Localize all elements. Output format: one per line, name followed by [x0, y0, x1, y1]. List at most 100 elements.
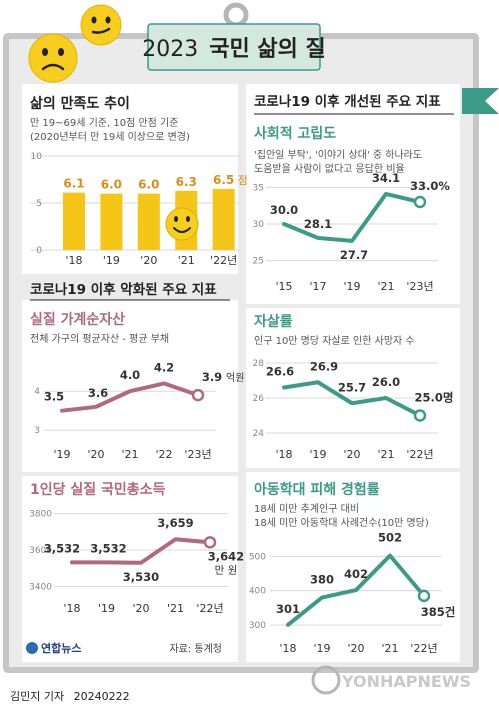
x-tick-label: '21	[167, 602, 184, 615]
data-label: 402	[344, 567, 368, 581]
life-satisfaction-bar-chart: 0 5 10 '18 '19 '20 '21 '22년 6.1 6.0 6.0 6.3 6.5 점	[30, 152, 248, 267]
series-line	[282, 191, 422, 243]
series-line	[282, 380, 422, 418]
chart-title-life-satisfaction: 삶의 만족도 추이	[30, 95, 130, 112]
section-worsened-title: 코로나19 이후 악화된 주요 지표	[30, 281, 217, 298]
x-tick-label: '20	[132, 602, 149, 615]
suicide-rate-line-chart: 24 26 28 '18 '19 '20 '21 '22년 26.6 26.925.7 26.0 25…	[253, 359, 454, 461]
x-tick-label: '21	[121, 448, 138, 461]
data-label: 4.2	[154, 360, 174, 374]
x-tick-label: '19	[313, 642, 330, 655]
x-tick-label: '18	[63, 602, 80, 615]
x-tick-label: '22년	[406, 448, 433, 461]
watermark-icon	[311, 665, 341, 695]
bar-value-label: 6.5	[213, 173, 234, 187]
bar	[137, 193, 160, 250]
logo-text: 연합뉴스	[41, 641, 81, 655]
data-label: 385건	[421, 605, 456, 619]
series-end-point	[413, 409, 427, 422]
yonhap-logo: 연합뉴스	[26, 641, 81, 655]
series-line	[286, 553, 426, 627]
data-label: 25.7	[338, 380, 366, 394]
panel-life-satisfaction	[22, 84, 238, 274]
unit-label: 억원	[226, 372, 244, 384]
x-tick-label: '22년	[196, 602, 223, 615]
net-assets-line-chart: 3 4 '19 '20 '21 '22 '23년 3.5 3.6 4.0 4.2 3.9 억원	[34, 360, 244, 461]
watermark: YONHAPNEWS	[311, 665, 471, 695]
y-tick-label: 300	[249, 621, 266, 631]
panel-social-isolation	[246, 84, 460, 304]
panel-child-abuse	[246, 472, 460, 662]
bar-value-label: 6.3	[176, 175, 197, 189]
gni-line-chart: 3400 3600 3800 '18 '19 '20 '21 '22년 3,532 3,532 3,…	[29, 509, 244, 615]
x-tick-label: '20	[140, 254, 157, 267]
chart-subtitle-life-1: 만 19~69세 기준, 10점 만점 기준	[30, 117, 178, 129]
data-label: 301	[276, 602, 300, 616]
chart-title-social-isolation: 사회적 고립도	[254, 125, 336, 142]
y-tick-label: 3	[34, 426, 40, 436]
bar-value-label: 6.0	[138, 178, 159, 192]
x-tick-label: '19	[98, 602, 115, 615]
data-label: 26.0	[372, 375, 400, 389]
x-tick-label: '20	[343, 448, 360, 461]
x-tick-label: '20	[87, 448, 104, 461]
chart-subtitle-abuse-2: 18세 미만 아동학대 사례건수(10만 명당)	[254, 517, 429, 529]
y-tick-label: 3600	[29, 546, 52, 556]
data-label: 26.9	[310, 359, 338, 373]
series-end-point	[191, 388, 205, 402]
x-tick-label: '19	[309, 448, 326, 461]
sad-face-icon	[28, 33, 78, 83]
series-end-point	[413, 195, 427, 209]
bar	[63, 192, 85, 250]
x-tick-label: '23년	[406, 280, 433, 293]
series-end-point	[417, 589, 431, 603]
data-label: 3,532	[44, 541, 80, 555]
neutral-face-icon	[80, 4, 122, 46]
data-label: 33.0%	[410, 179, 450, 193]
x-tick-label: '23년	[184, 448, 211, 461]
child-abuse-line-chart: 300 400 500 '18 '19 '20 '21 '22년 301 380 402 502 385…	[249, 531, 455, 655]
y-tick-label: 35	[253, 183, 264, 193]
data-label: 3.9	[202, 370, 222, 384]
y-tick-label: 3400	[29, 583, 52, 593]
watermark-text: YONHAPNEWS	[341, 672, 471, 691]
data-label: 502	[378, 531, 402, 545]
y-tick-label: 25	[253, 257, 264, 267]
data-label: 25.0명	[415, 391, 454, 405]
ribbon-tag	[462, 88, 499, 114]
unit-label: 만 원	[215, 564, 238, 576]
section-improved-title: 코로나19 이후 개선된 주요 지표	[254, 93, 441, 110]
chart-subtitle-abuse-1: 18세 미만 추계인구 대비	[254, 503, 359, 515]
data-label: 26.6	[266, 365, 294, 379]
chart-subtitle-suicide: 인구 10만 명당 자살로 인한 사망자 수	[254, 335, 415, 347]
bar	[212, 188, 235, 250]
y-tick-label: 30	[253, 220, 265, 230]
x-tick-label: '22	[155, 448, 172, 461]
chart-subtitle-isolation-1: '집안일 부탁', '이야기 상대' 중 하나라도	[254, 148, 422, 161]
x-tick-label: '22년	[410, 642, 437, 655]
source-note: 자료: 통계청	[169, 643, 222, 655]
chart-subtitle-net-assets: 전체 가구의 평균자산 - 평균 부채	[30, 333, 169, 345]
y-tick-label: 0	[36, 246, 42, 256]
x-tick-label: '18	[279, 642, 296, 655]
panel-suicide-rate	[246, 308, 460, 468]
bar-value-label: 6.1	[63, 177, 84, 191]
x-tick-label: '22년	[210, 254, 237, 267]
chart-subtitle-life-2: (2020년부터 만 19세 이상으로 변경)	[30, 130, 190, 143]
series-line	[60, 381, 200, 413]
page-title: 2023 국민 삶의 질	[142, 37, 326, 62]
x-tick-label: '21	[377, 448, 394, 461]
title-plate	[147, 23, 321, 71]
chart-title-child-abuse: 아동학대 피해 경험률	[254, 481, 380, 498]
x-tick-label: '20	[347, 642, 364, 655]
x-tick-label: '19	[53, 448, 70, 461]
series-line	[70, 537, 212, 565]
chart-title-net-assets: 실질 가계순자산	[30, 311, 125, 328]
panel-gni	[22, 476, 238, 662]
x-tick-label: '21	[377, 280, 394, 293]
y-tick-label: 500	[249, 552, 266, 562]
smiley-face-icon	[165, 207, 199, 241]
y-tick-label: 400	[249, 587, 266, 597]
